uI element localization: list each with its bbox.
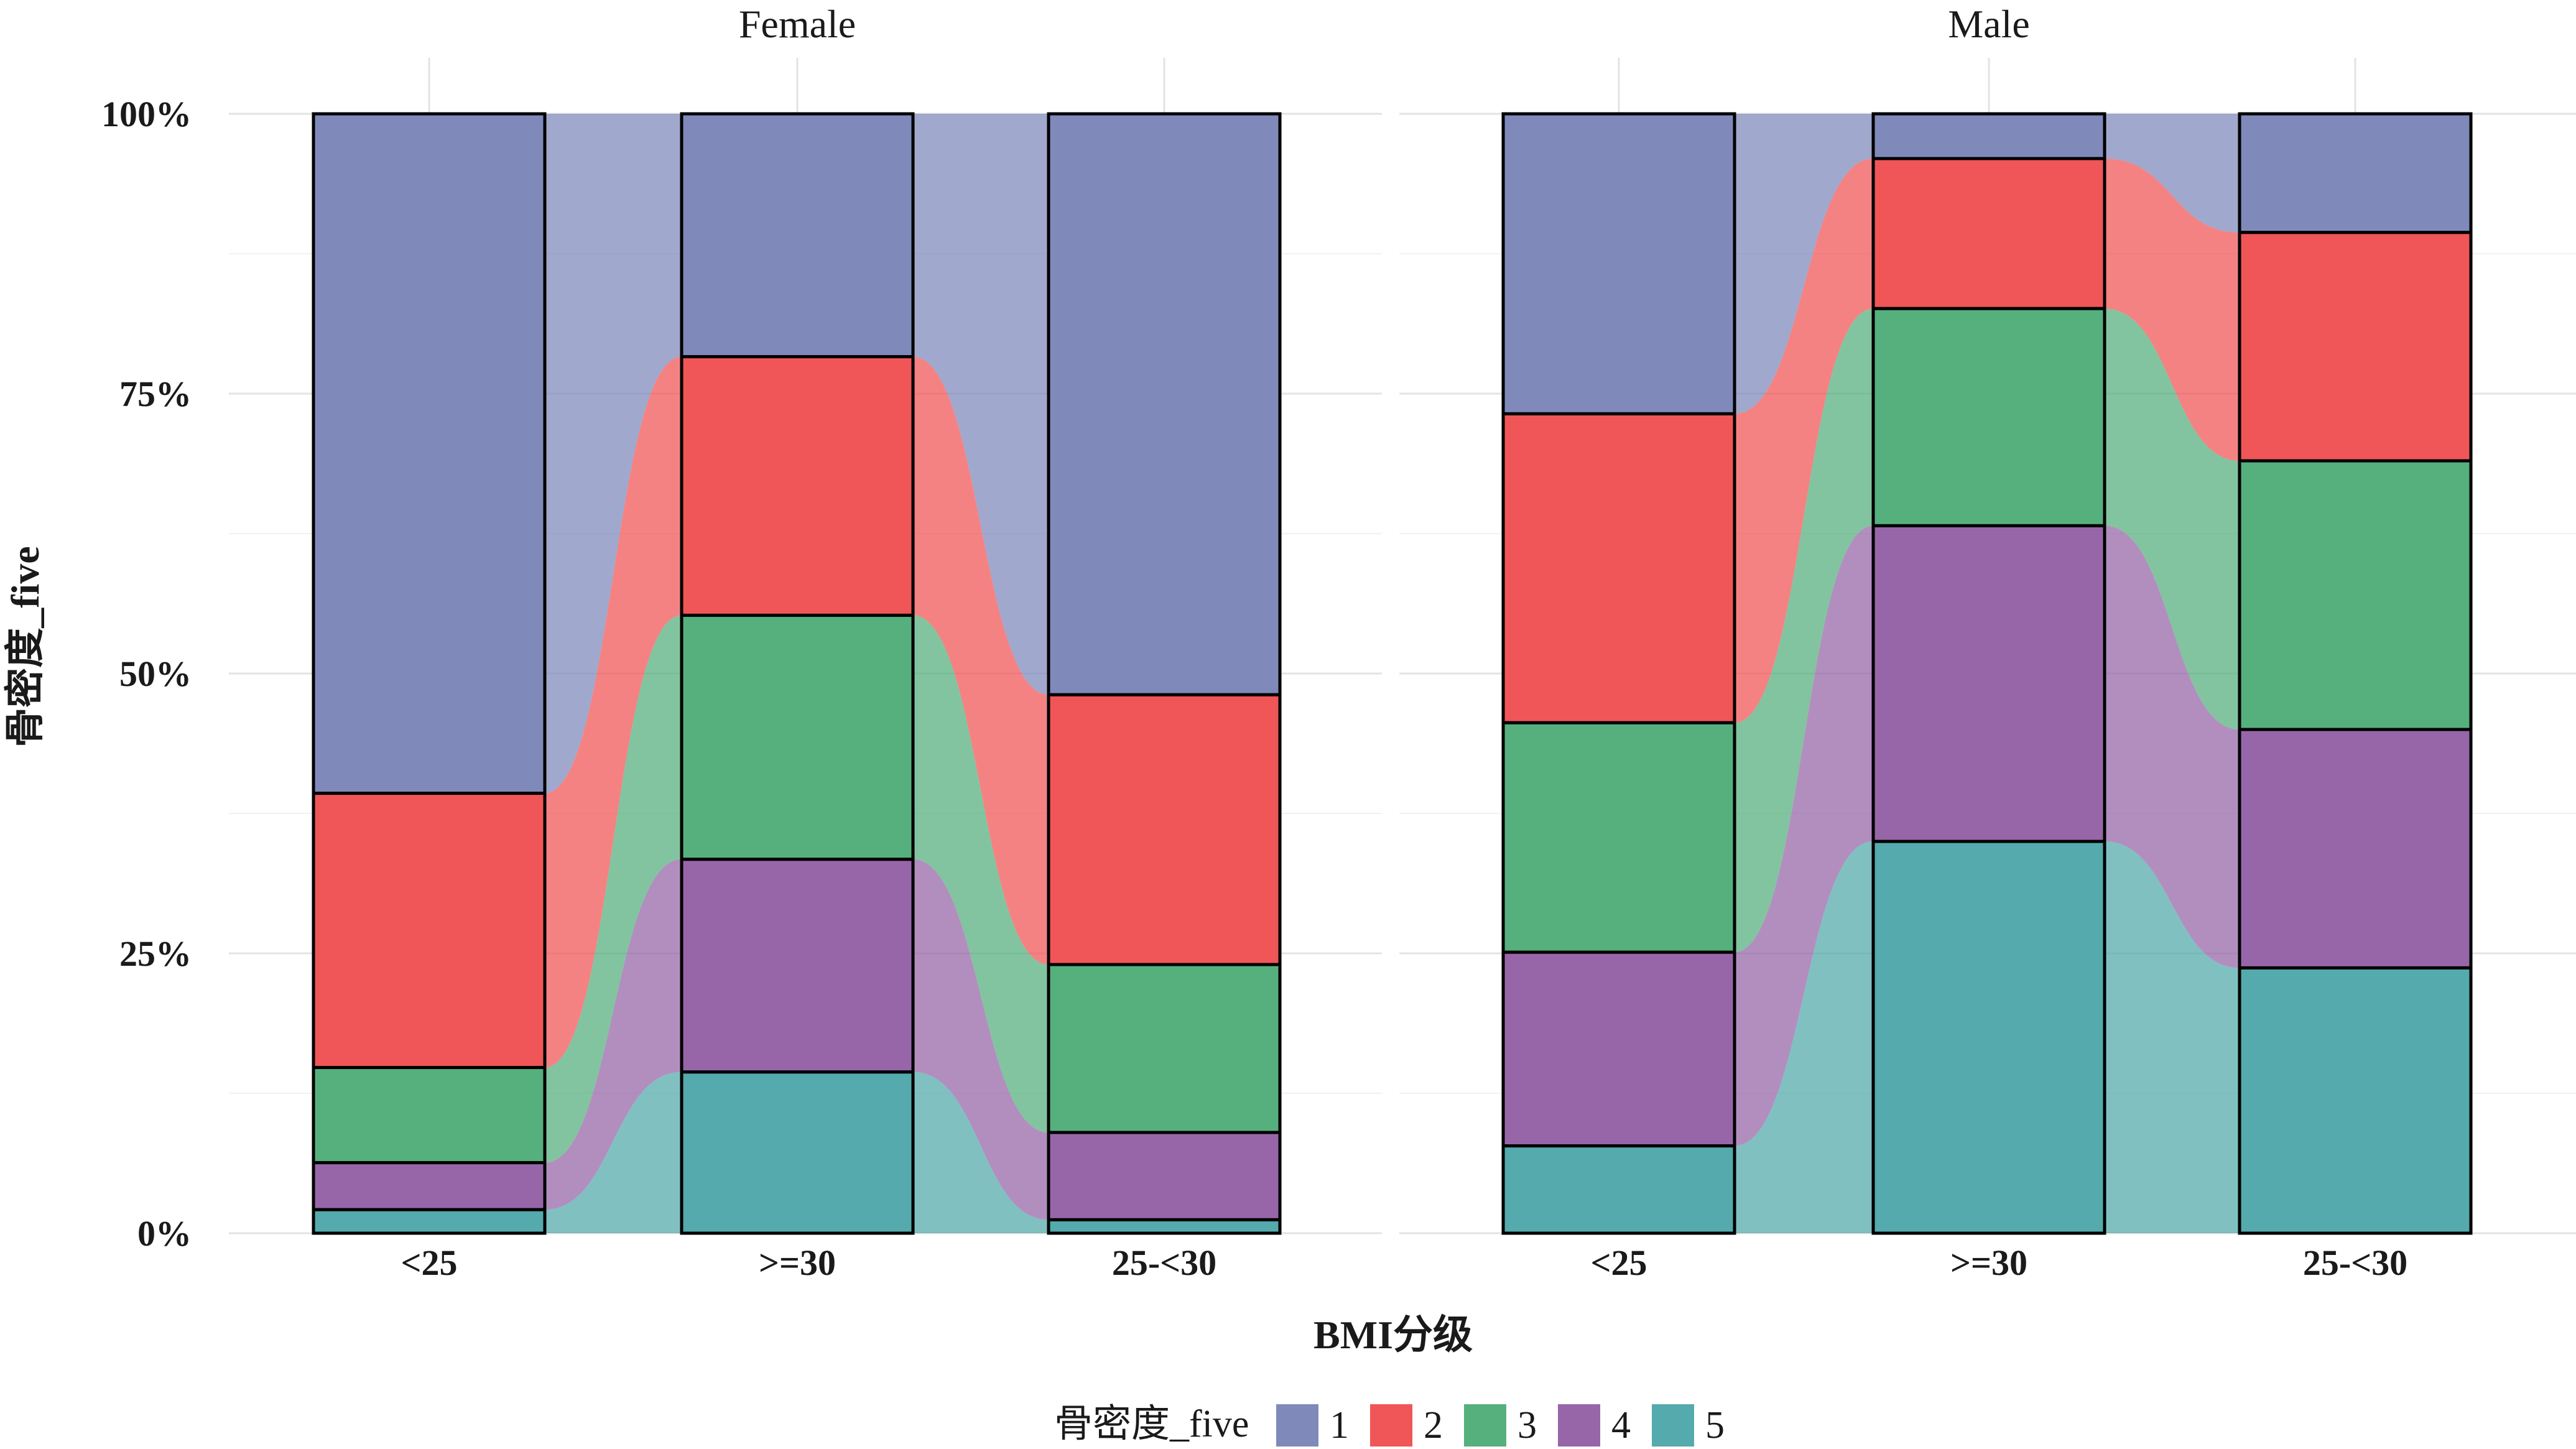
panel-strip-male: Male (1948, 2, 2030, 46)
flow-male-1-1 (2105, 114, 2240, 233)
bar-female-2-level-1 (1047, 112, 1282, 697)
bar-female-1-level-4 (680, 858, 915, 1074)
bar-female-2-level-4 (1047, 1131, 1282, 1221)
bar-female-2-level-5 (1047, 1218, 1282, 1235)
legend-label-3: 3 (1517, 1404, 1537, 1447)
x-tick-label: >=30 (759, 1243, 836, 1283)
legend-swatch-3 (1464, 1404, 1506, 1447)
x-tick-label: 25-<30 (1112, 1243, 1216, 1283)
bar-male-1-level-5 (1871, 840, 2106, 1235)
y-tick-label: 100% (101, 94, 192, 134)
bar-male-0-level-4 (1501, 950, 1736, 1148)
panel-strip-female: Female (739, 2, 856, 46)
bar-female-0-level-3 (312, 1066, 547, 1165)
x-axis-title: BMI分级 (1313, 1313, 1473, 1357)
flow-female-1-1 (913, 114, 1049, 695)
x-tick-label: <25 (1590, 1243, 1647, 1283)
bar-male-1-level-2 (1871, 157, 2106, 310)
flow-female-3-0 (545, 615, 682, 1163)
bar-male-0-level-3 (1501, 721, 1736, 954)
bar-female-1-level-5 (680, 1070, 915, 1235)
flow-female-4-1 (913, 859, 1049, 1220)
x-tick-label: 25-<30 (2303, 1243, 2407, 1283)
legend-swatch-5 (1652, 1404, 1694, 1447)
y-axis-title: 骨密度_five (3, 546, 47, 748)
y-tick-label: 0% (137, 1213, 192, 1254)
bar-female-2-level-3 (1047, 963, 1282, 1134)
flow-male-2-0 (1735, 159, 1873, 723)
y-tick-label: 25% (119, 933, 192, 974)
bar-male-1-level-1 (1871, 112, 2106, 160)
bar-layer (312, 112, 2473, 1235)
flow-female-5-1 (913, 1072, 1049, 1233)
flow-female-1-0 (545, 114, 682, 794)
bar-female-0-level-5 (312, 1208, 547, 1235)
legend-swatch-4 (1558, 1404, 1600, 1447)
bar-male-2-level-5 (2238, 966, 2473, 1235)
bar-male-1-level-3 (1871, 307, 2106, 527)
x-tick-label: >=30 (1950, 1243, 2027, 1283)
legend-label-4: 4 (1611, 1404, 1631, 1447)
bar-male-2-level-1 (2238, 112, 2473, 234)
flow-male-5-1 (2105, 841, 2240, 1233)
bar-female-2-level-2 (1047, 693, 1282, 966)
legend-label-5: 5 (1705, 1404, 1725, 1447)
legend: 骨密度_five 1 2 3 4 5 (1054, 1403, 1725, 1447)
bar-female-0-level-4 (312, 1161, 547, 1211)
bar-female-0-level-1 (312, 112, 547, 795)
flow-female-5-0 (545, 1072, 682, 1233)
bar-male-0-level-5 (1501, 1144, 1736, 1235)
flow-male-4-1 (2105, 525, 2240, 968)
flow-female-2-0 (545, 356, 682, 1068)
bar-male-2-level-2 (2238, 231, 2473, 463)
flow-female-4-0 (545, 859, 682, 1210)
flow-layer (545, 114, 2240, 1233)
bar-male-2-level-4 (2238, 728, 2473, 970)
y-tick-label: 75% (119, 374, 192, 414)
bar-female-0-level-2 (312, 792, 547, 1070)
bar-female-1-level-3 (680, 613, 915, 861)
legend-swatch-2 (1370, 1404, 1412, 1447)
legend-label-1: 1 (1330, 1404, 1349, 1447)
flow-male-3-0 (1735, 308, 1873, 953)
flow-male-5-0 (1735, 841, 1873, 1233)
flow-female-2-1 (913, 356, 1049, 965)
text-layer: <25 >=30 25-<30 <25 >=30 25-<30 0% 25% 50% 75% 100… (101, 94, 2407, 1283)
bar-male-0-level-2 (1501, 412, 1736, 724)
bar-female-1-level-2 (680, 355, 915, 617)
flow-male-2-1 (2105, 159, 2240, 461)
bar-male-0-level-1 (1501, 112, 1736, 415)
bar-female-1-level-1 (680, 112, 915, 359)
bar-male-2-level-3 (2238, 459, 2473, 731)
legend-swatch-1 (1276, 1404, 1318, 1447)
flow-female-3-1 (913, 615, 1049, 1132)
bar-male-1-level-4 (1871, 524, 2106, 843)
flow-male-1-0 (1735, 114, 1873, 414)
x-tick-label: <25 (401, 1243, 457, 1283)
legend-title: 骨密度_five (1054, 1403, 1249, 1445)
flow-male-4-0 (1735, 525, 1873, 1146)
flow-male-3-1 (2105, 308, 2240, 729)
y-tick-label: 50% (119, 654, 192, 694)
legend-label-2: 2 (1424, 1404, 1443, 1447)
